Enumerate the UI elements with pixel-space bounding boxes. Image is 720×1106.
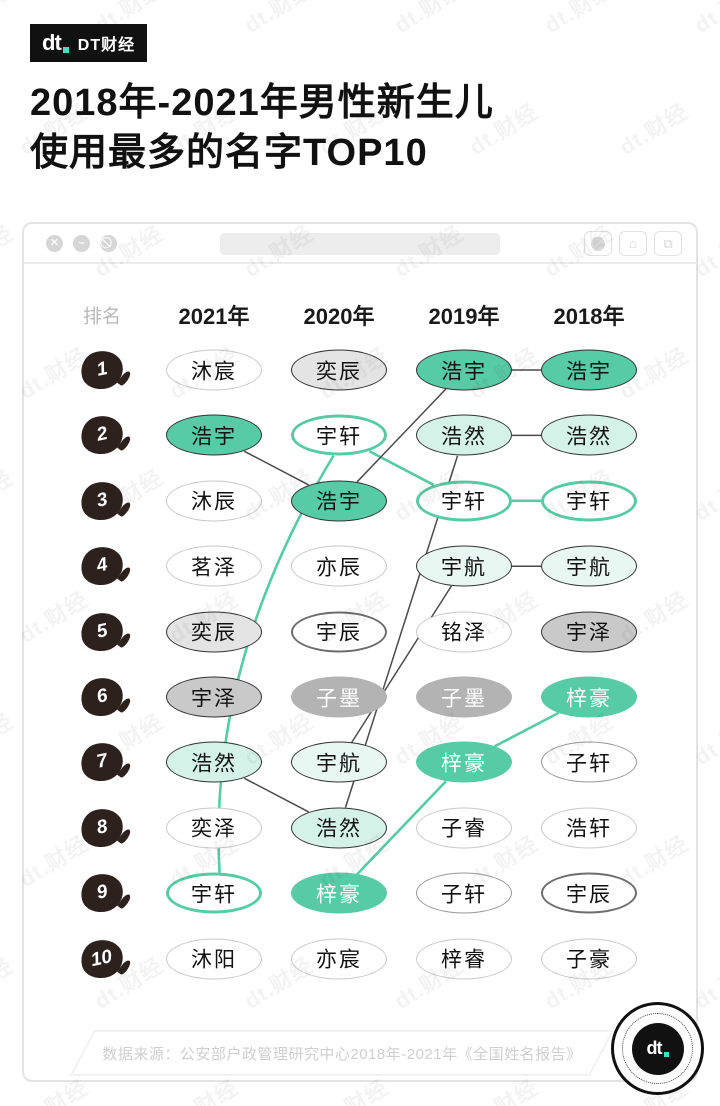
name-oval: 浩然 [166,741,262,783]
name-oval: 宇航 [416,545,512,587]
name-oval: 铭泽 [416,611,512,653]
connector-浩然 [244,777,309,813]
name-oval: 梓豪 [416,741,512,783]
browser-topbar: ✕ – ⃠ ⌂ ⧉ [24,224,696,264]
name-oval: 浩轩 [541,807,637,849]
tabs-button[interactable]: ⧉ [654,231,682,256]
name-oval: 茗泽 [166,545,262,587]
name-oval: 子轩 [541,741,637,783]
name-oval: 浩宇 [166,414,262,456]
watermark-text: dt.财经 [614,98,693,160]
stamp-core: dt [631,1022,684,1075]
name-oval: 宇泽 [541,611,637,653]
name-oval: 浩宇 [541,349,637,391]
data-source: 数据来源：公安部户政管理研究中心2018年-2021年《全国姓名报告》 [102,1045,582,1063]
watermark-text: dt.财经 [0,708,18,770]
connector-梓豪 [356,780,447,876]
watermark-text: dt.财经 [239,0,318,38]
name-oval: 子豪 [541,938,637,980]
name-oval: 子轩 [416,872,512,914]
watermark-text: dt.财经 [539,0,618,38]
connector-梓豪 [493,711,560,748]
brand-name: DT财经 [77,37,136,54]
name-oval: 子墨 [291,676,387,718]
name-oval: 宇辰 [541,872,637,914]
name-oval: 梓豪 [541,676,637,718]
column-header-2019: 2019年 [428,304,500,329]
name-oval: 子墨 [416,676,512,718]
dt-logo-icon: dt [647,1038,669,1059]
name-oval: 子睿 [416,807,512,849]
watermark-text: dt.财经 [0,952,18,1014]
name-oval: 宇航 [541,545,637,587]
connector-宇轩 [368,450,435,487]
name-oval: 亦辰 [291,545,387,587]
minimize-icon[interactable]: – [73,234,90,252]
connector-浩宇 [244,450,309,486]
name-oval: 沐宸 [166,349,262,391]
watermark-text: dt.财经 [0,464,18,526]
address-bar[interactable] [220,233,500,255]
name-oval: 宇辰 [291,611,387,653]
name-oval: 宇泽 [166,676,262,718]
name-oval: 浩宇 [291,480,387,522]
watermark-text: dt.财经 [0,220,18,282]
name-oval: 宇轩 [166,872,262,914]
name-oval: 浩然 [541,414,637,456]
title-line-1: 2018年-2021年男性新生儿 [30,82,494,124]
name-oval: 梓豪 [291,872,387,914]
close-icon[interactable]: ✕ [46,234,63,252]
stamp-dotted-ring: dt [622,1013,693,1084]
brand-logo: dt DT财经 [30,24,148,62]
dt-logo-icon: dt [42,30,69,56]
window-controls: ✕ – ⃠ [46,234,117,252]
name-oval: 梓睿 [416,938,512,980]
record-button[interactable] [584,231,612,256]
title-line-2: 使用最多的名字TOP10 [30,132,428,175]
watermark-text: dt.财经 [0,0,18,38]
name-oval: 宇航 [291,741,387,783]
name-oval: 浩宇 [416,349,512,391]
record-icon [591,236,605,251]
dt-stamp-logo: dt [611,1002,704,1095]
share-button[interactable]: ⌂ [619,231,647,256]
column-header-2021: 2021年 [178,304,250,329]
name-oval: 宇轩 [291,414,387,456]
name-oval: 浩然 [416,414,512,456]
browser-buttons: ⌂ ⧉ [584,231,682,256]
name-oval: 亦宸 [291,938,387,980]
connector-宇航 [350,585,453,744]
watermark-text: dt.财经 [389,0,468,38]
rank-column-header: 排名 [82,306,122,328]
name-oval: 沐辰 [166,480,262,522]
name-oval: 浩然 [291,807,387,849]
name-oval: 宇轩 [541,480,637,522]
name-oval: 沐阳 [166,938,262,980]
name-oval: 奕泽 [166,807,262,849]
connector-浩宇 [356,388,447,483]
share-icon: ⌂ [629,236,637,251]
browser-window: ✕ – ⃠ ⌂ ⧉ 排名 2021年 2020年 2019年 2018年 123… [22,222,698,1082]
watermark-text: dt.财经 [689,0,720,38]
name-oval: 奕辰 [166,611,262,653]
page-title: 2018年-2021年男性新生儿 使用最多的名字TOP10 [30,78,494,178]
column-header-2020: 2020年 [303,304,375,329]
name-oval: 宇轩 [416,480,512,522]
tabs-icon: ⧉ [663,235,673,251]
name-oval: 奕辰 [291,349,387,391]
block-icon[interactable]: ⃠ [100,234,117,252]
column-header-2018: 2018年 [553,304,625,329]
